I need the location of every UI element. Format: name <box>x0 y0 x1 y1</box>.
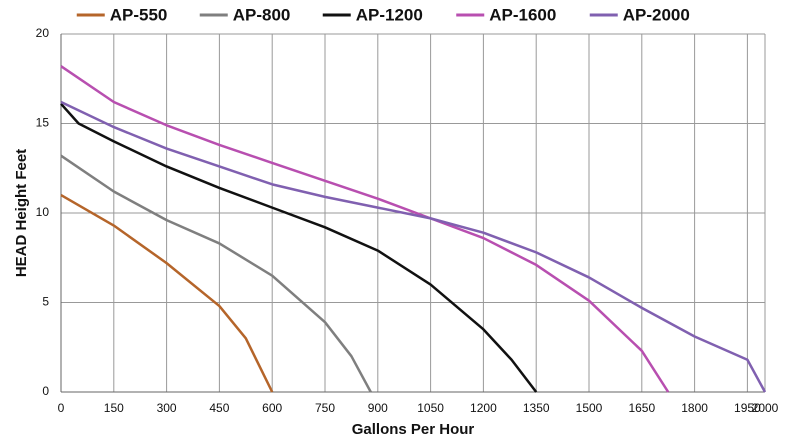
legend-label: AP-2000 <box>623 5 690 24</box>
x-tick-label: 450 <box>209 401 229 415</box>
legend-label: AP-800 <box>233 5 291 24</box>
series-line <box>60 100 767 393</box>
y-tick-label: 5 <box>42 295 49 309</box>
x-tick-label: 0 <box>58 401 65 415</box>
x-tick-label: 1200 <box>470 401 497 415</box>
y-tick-label: 0 <box>42 384 49 398</box>
x-tick-label: 1800 <box>681 401 708 415</box>
y-tick-label: 20 <box>36 26 50 40</box>
series-line <box>60 194 274 393</box>
x-tick-label: 1350 <box>523 401 550 415</box>
x-tick-label: 150 <box>104 401 124 415</box>
series-line <box>60 154 372 393</box>
x-tick-label: 300 <box>157 401 177 415</box>
series-line <box>60 102 538 393</box>
x-tick-label: 1650 <box>628 401 655 415</box>
x-tick-label: 900 <box>368 401 388 415</box>
y-axis-title: HEAD Height Feet <box>13 149 30 277</box>
x-tick-label: 1500 <box>576 401 603 415</box>
y-tick-label: 15 <box>36 116 50 130</box>
legend-label: AP-1600 <box>489 5 556 24</box>
y-tick-label: 10 <box>36 205 50 219</box>
legend-label: AP-550 <box>110 5 168 24</box>
x-axis-title: Gallons Per Hour <box>352 421 475 438</box>
legend-label: AP-1200 <box>356 5 423 24</box>
x-tick-label: 750 <box>315 401 335 415</box>
x-tick-label: 1950 <box>734 401 761 415</box>
x-tick-label: 600 <box>262 401 282 415</box>
series-line <box>60 65 670 393</box>
x-tick-label: 1050 <box>417 401 444 415</box>
x-tick-label: 2000 <box>752 401 779 415</box>
